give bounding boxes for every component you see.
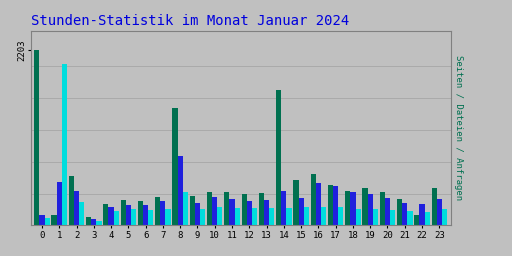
Bar [259, 193, 264, 225]
Bar [103, 204, 109, 225]
Bar [368, 194, 373, 225]
Bar [269, 208, 274, 225]
Bar [96, 221, 101, 225]
Bar [86, 217, 91, 225]
Bar [316, 183, 321, 225]
Bar [138, 201, 143, 225]
Bar [234, 208, 240, 225]
Bar [424, 212, 430, 225]
Bar [355, 209, 361, 225]
Bar [286, 208, 292, 225]
Bar [131, 209, 136, 225]
Bar [74, 191, 79, 225]
Bar [293, 180, 298, 225]
Bar [148, 210, 154, 225]
Bar [224, 192, 229, 225]
Bar [160, 201, 165, 225]
Bar [189, 196, 195, 225]
Bar [207, 191, 212, 225]
Bar [414, 215, 419, 225]
Bar [114, 211, 119, 225]
Bar [311, 174, 316, 225]
Bar [247, 201, 252, 225]
Bar [321, 207, 326, 225]
Bar [126, 205, 131, 225]
Text: Stunden-Statistik im Monat Januar 2024: Stunden-Statistik im Monat Januar 2024 [31, 14, 349, 28]
Bar [432, 188, 437, 225]
Bar [397, 199, 402, 225]
Bar [45, 218, 50, 225]
Bar [304, 207, 309, 225]
Bar [328, 185, 333, 225]
Bar [442, 209, 447, 225]
Bar [212, 197, 217, 225]
Bar [437, 199, 442, 225]
Bar [217, 207, 223, 225]
Bar [200, 209, 205, 225]
Text: Seiten / Dateien / Anfragen: Seiten / Dateien / Anfragen [455, 56, 463, 200]
Bar [333, 186, 338, 225]
Bar [229, 199, 234, 225]
Bar [62, 64, 67, 225]
Bar [183, 191, 188, 225]
Bar [91, 219, 96, 225]
Bar [362, 188, 368, 225]
Bar [109, 207, 114, 225]
Bar [155, 197, 160, 225]
Bar [390, 210, 395, 225]
Bar [408, 211, 413, 225]
Bar [380, 192, 385, 225]
Bar [143, 205, 148, 225]
Bar [165, 209, 170, 225]
Bar [51, 215, 57, 225]
Bar [173, 108, 178, 225]
Bar [373, 209, 378, 225]
Bar [298, 198, 304, 225]
Bar [252, 208, 257, 225]
Bar [57, 182, 62, 225]
Bar [178, 156, 183, 225]
Bar [276, 90, 281, 225]
Bar [419, 204, 424, 225]
Bar [281, 191, 286, 225]
Bar [242, 194, 247, 225]
Bar [350, 192, 355, 225]
Bar [385, 198, 390, 225]
Bar [195, 204, 200, 225]
Bar [338, 207, 344, 225]
Bar [120, 200, 126, 225]
Bar [39, 215, 45, 225]
Bar [69, 176, 74, 225]
Bar [79, 202, 84, 225]
Bar [345, 191, 350, 225]
Bar [402, 203, 408, 225]
Bar [34, 50, 39, 225]
Bar [264, 200, 269, 225]
